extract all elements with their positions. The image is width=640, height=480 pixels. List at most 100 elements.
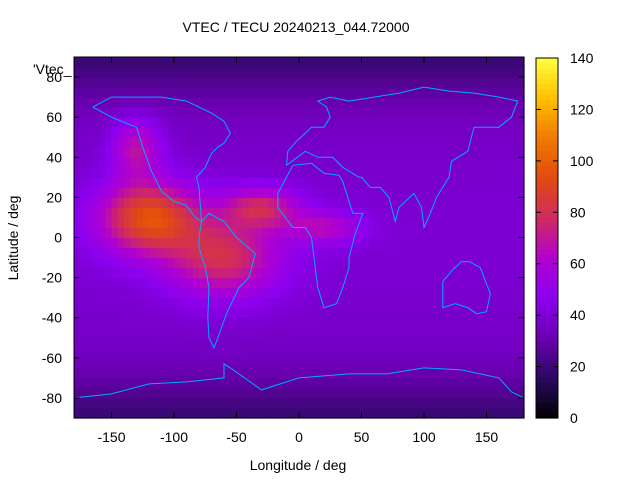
heatmap-cell xyxy=(224,267,231,279)
heatmap-cell xyxy=(480,377,488,389)
heatmap-cell xyxy=(324,407,331,419)
heatmap-cell xyxy=(511,267,519,279)
heatmap-cell xyxy=(142,87,150,98)
heatmap-cell xyxy=(349,177,356,188)
heatmap-cell xyxy=(330,177,338,188)
heatmap-cell xyxy=(405,387,413,399)
heatmap-cell xyxy=(92,57,100,68)
heatmap-cell xyxy=(192,237,200,249)
heatmap-cell xyxy=(386,407,394,419)
heatmap-cell xyxy=(161,127,169,138)
heatmap-cell xyxy=(161,237,169,249)
heatmap-cell xyxy=(361,247,369,259)
heatmap-cell xyxy=(124,97,131,108)
heatmap-cell xyxy=(355,407,363,419)
colorbar-swatch xyxy=(536,407,558,414)
heatmap-cell xyxy=(124,217,131,229)
heatmap-cell xyxy=(249,367,256,379)
heatmap-cell xyxy=(349,57,356,68)
heatmap-cell xyxy=(486,137,494,148)
heatmap-cell xyxy=(424,77,431,88)
heatmap-cell xyxy=(111,117,119,128)
heatmap-cell xyxy=(449,307,456,319)
heatmap-cell xyxy=(467,137,475,148)
heatmap-cell xyxy=(174,107,181,118)
heatmap-cell xyxy=(480,137,488,148)
heatmap-cell xyxy=(449,277,456,289)
heatmap-cell xyxy=(80,167,88,178)
heatmap-cell xyxy=(367,267,375,279)
heatmap-cell xyxy=(261,237,269,249)
heatmap-cell xyxy=(242,147,250,158)
heatmap-cell xyxy=(92,167,100,178)
heatmap-cell xyxy=(242,397,250,409)
heatmap-cell xyxy=(461,137,469,148)
heatmap-cell xyxy=(80,87,88,98)
heatmap-cell xyxy=(417,297,425,309)
colorbar-swatch xyxy=(536,268,558,275)
heatmap-cell xyxy=(324,277,331,289)
heatmap-cell xyxy=(474,357,481,369)
heatmap-cell xyxy=(467,97,475,108)
heatmap-cell xyxy=(299,217,306,229)
heatmap-cell xyxy=(355,257,363,269)
heatmap-cell xyxy=(292,207,300,219)
heatmap-cell xyxy=(267,197,275,209)
heatmap-cell xyxy=(292,177,300,188)
heatmap-cell xyxy=(505,397,513,409)
heatmap-cell xyxy=(299,327,306,339)
heatmap-cell xyxy=(155,117,163,128)
heatmap-cell xyxy=(192,137,200,148)
heatmap-cell xyxy=(255,177,263,188)
heatmap-cell xyxy=(392,67,400,78)
heatmap-cell xyxy=(142,77,150,88)
heatmap-cell xyxy=(186,87,194,98)
heatmap-cell xyxy=(174,247,181,259)
heatmap-cell xyxy=(467,107,475,118)
heatmap-cell xyxy=(311,317,319,329)
heatmap-cell xyxy=(211,357,219,369)
heatmap-cell xyxy=(211,307,219,319)
heatmap-cell xyxy=(417,77,425,88)
heatmap-cell xyxy=(99,77,106,88)
heatmap-cell xyxy=(355,57,363,68)
heatmap-cell xyxy=(436,67,444,78)
heatmap-cell xyxy=(292,337,300,349)
heatmap-cell xyxy=(124,367,131,379)
heatmap-cell xyxy=(149,107,156,118)
heatmap-cell xyxy=(442,107,450,118)
heatmap-cell xyxy=(424,317,431,329)
heatmap-cell xyxy=(142,177,150,188)
heatmap-cell xyxy=(436,167,444,178)
heatmap-cell xyxy=(280,77,288,88)
heatmap-cell xyxy=(361,207,369,219)
heatmap-cell xyxy=(192,207,200,219)
heatmap-cell xyxy=(367,367,375,379)
heatmap-cell xyxy=(142,377,150,389)
heatmap-cell xyxy=(486,227,494,239)
heatmap-cell xyxy=(236,167,244,178)
heatmap-cell xyxy=(99,257,106,269)
heatmap-cell xyxy=(167,67,175,78)
heatmap-cell xyxy=(449,187,456,198)
heatmap-cell xyxy=(505,317,513,329)
heatmap-cell xyxy=(349,407,356,419)
heatmap-cell xyxy=(124,157,131,168)
heatmap-cell xyxy=(355,67,363,78)
heatmap-cell xyxy=(492,137,500,148)
heatmap-cell xyxy=(236,317,244,329)
heatmap-cell xyxy=(92,227,100,239)
heatmap-cell xyxy=(261,127,269,138)
heatmap-cell xyxy=(192,307,200,319)
heatmap-cell xyxy=(386,77,394,88)
heatmap-cell xyxy=(136,97,144,108)
heatmap-cell xyxy=(430,287,438,299)
heatmap-cell xyxy=(342,347,350,359)
heatmap-cell xyxy=(305,97,313,108)
y-tick-label: 40 xyxy=(46,149,62,165)
heatmap-cell xyxy=(199,287,206,299)
heatmap-cell xyxy=(217,337,225,349)
heatmap-cell xyxy=(267,57,275,68)
heatmap-cell xyxy=(149,377,156,389)
heatmap-cell xyxy=(149,157,156,168)
